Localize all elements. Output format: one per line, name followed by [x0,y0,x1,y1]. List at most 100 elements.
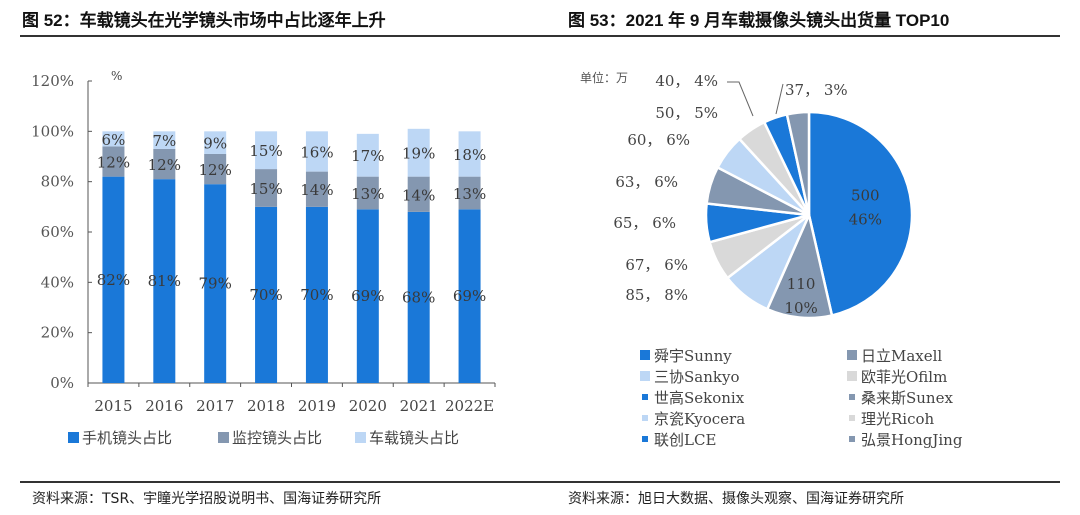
legend-label: 手机镜头占比 [82,429,172,447]
bar-segment [153,131,176,149]
legend-swatch [642,436,648,442]
bar-segment [204,131,227,154]
bar-segment [458,209,481,383]
pie-label-pct: 6% [664,256,688,274]
bar-segment [102,176,125,383]
legend-swatch [642,394,648,400]
bar-data-label: 16% [300,143,333,161]
pie-label-sep: ， [644,286,664,304]
bar-segment [102,146,125,177]
legend-swatch [640,350,650,360]
bar-data-label: 13% [351,185,384,203]
pie-label-value: 37 [785,81,804,99]
pie-label-pct: 10% [784,299,817,317]
x-tick-label: 2020 [349,397,387,415]
pie-label: 37， 3% [785,81,848,99]
y-tick-label: 60% [41,223,74,241]
header-rule [20,35,1060,37]
bar-segment [153,148,176,180]
legend-swatch [68,432,79,443]
bar-segment [356,209,379,383]
pie-label-value: 63 [615,173,634,191]
y-tick-label: 120% [31,72,74,90]
legend-label: 欧菲光Ofilm [861,368,947,386]
pie-data-label: 63， 6% [615,173,678,191]
pie-data-label: 50， 5% [655,104,718,122]
legend-label: 京瓷Kyocera [654,410,745,428]
bar-data-label: 15% [249,142,282,160]
legend-label: 日立Maxell [861,347,942,365]
bar-data-label: 82% [97,271,130,289]
pie-label-sep: ， [644,256,664,274]
y-tick-label: 40% [41,273,74,291]
bar-data-label: 12% [97,154,130,172]
bar-segment [255,206,278,383]
pie-label-value: 50 [655,104,674,122]
bar-segment [407,128,430,177]
right-source: 资料来源：旭日大数据、摄像头观察、国海证券研究所 [568,491,904,507]
bar-segment [458,131,481,177]
bar-data-label: 19% [402,145,435,163]
bar-data-label: 13% [453,185,486,203]
x-tick-label: 2019 [298,397,336,415]
bar-segment [255,131,278,170]
pie-data-label: 67， 6% [625,256,688,274]
bar-data-label: 70% [249,286,282,304]
leader-line [775,83,784,115]
pie-label-value: 65 [613,214,632,232]
bar-data-label: 15% [249,180,282,198]
bar-segment [407,211,430,383]
legend-swatch [642,415,648,421]
bar-segment [255,169,278,207]
pie-data-label: 37， 3% [785,81,848,99]
bar-segment [458,176,481,210]
bar-data-label: 68% [402,288,435,306]
legend-swatch [849,415,855,421]
legend-label: 舜宇Sunny [654,347,732,365]
bar-segment [102,131,125,147]
bar-data-label: 6% [102,131,126,149]
pie-label-value: 40 [655,72,674,90]
bar-data-label: 69% [351,287,384,305]
pie-label: 63， 6% [615,173,678,191]
pie-data-label: 65， 6% [613,214,676,232]
pie-label-sep: ， [646,131,666,149]
legend-label: 三协Sankyo [654,368,739,386]
bar-segment [153,179,176,383]
pie-data-label: 40， 4% [655,72,718,90]
leader-line [727,81,754,117]
pie-label-sep: ， [674,72,694,90]
legend-swatch [849,394,855,400]
pie-label-value: 60 [627,131,646,149]
pie-label-value: 85 [625,286,644,304]
legend-swatch [218,432,229,443]
pie-label: 67， 6% [625,256,688,274]
bar-segment [356,133,379,177]
pie-label-pct: 46% [849,211,882,229]
bar-data-label: 17% [351,147,384,165]
pie-label-value: 67 [625,256,644,274]
bar-data-label: 7% [152,132,176,150]
bar-data-label: 12% [199,161,232,179]
bar-data-label: 14% [300,181,333,199]
x-tick-label: 2018 [247,397,285,415]
pie-data-label: 85， 8% [625,286,688,304]
pie-label-sep: ， [632,214,652,232]
pie-label: 40， 4% [655,72,718,90]
pie-label-pct: 8% [664,286,688,304]
bar-data-label: 70% [300,286,333,304]
legend-label: 车载镜头占比 [369,429,459,447]
bar-segment [305,171,328,207]
stacked-bar-chart: 0% 20% 40% 60% 80% 100% 120% % 82% 12% 6% 2015 81% 12… [31,69,496,447]
y-tick-label: 100% [31,122,74,140]
pie-label-pct: 3% [824,81,848,99]
pie-label: 60， 6% [627,131,690,149]
pie-label-pct: 4% [694,72,718,90]
pie-label: 50， 5% [655,104,718,122]
pie-label-pct: 5% [694,104,718,122]
pie-label: 85， 8% [625,286,688,304]
legend-swatch [640,371,650,381]
legend-label: 理光Ricoh [861,410,935,428]
footer-rule [20,481,1060,483]
